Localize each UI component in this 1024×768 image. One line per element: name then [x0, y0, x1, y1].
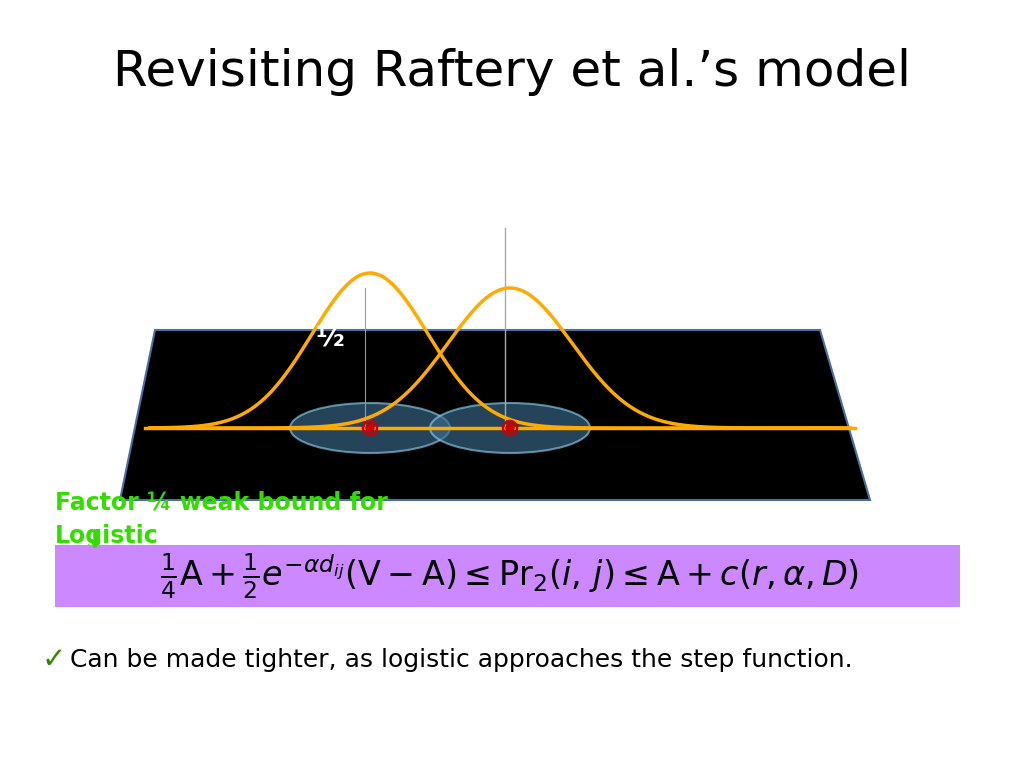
- Text: Factor ¼ weak bound for
Logistic: Factor ¼ weak bound for Logistic: [55, 490, 388, 548]
- Circle shape: [366, 424, 374, 432]
- Text: $\frac{1}{4}\mathrm{A} + \frac{1}{2}e^{-\alpha d_{ij}}(\mathrm{V} - \mathrm{A}) : $\frac{1}{4}\mathrm{A} + \frac{1}{2}e^{-…: [161, 551, 859, 601]
- FancyBboxPatch shape: [55, 545, 961, 607]
- Text: Revisiting Raftery et al.’s model: Revisiting Raftery et al.’s model: [113, 48, 911, 96]
- Ellipse shape: [430, 403, 590, 453]
- Text: Can be made tighter, as logistic approaches the step function.: Can be made tighter, as logistic approac…: [70, 648, 853, 672]
- Circle shape: [506, 424, 514, 432]
- Ellipse shape: [290, 403, 450, 453]
- Polygon shape: [120, 330, 870, 500]
- Text: ½: ½: [315, 324, 344, 352]
- Text: ✓: ✓: [42, 646, 67, 674]
